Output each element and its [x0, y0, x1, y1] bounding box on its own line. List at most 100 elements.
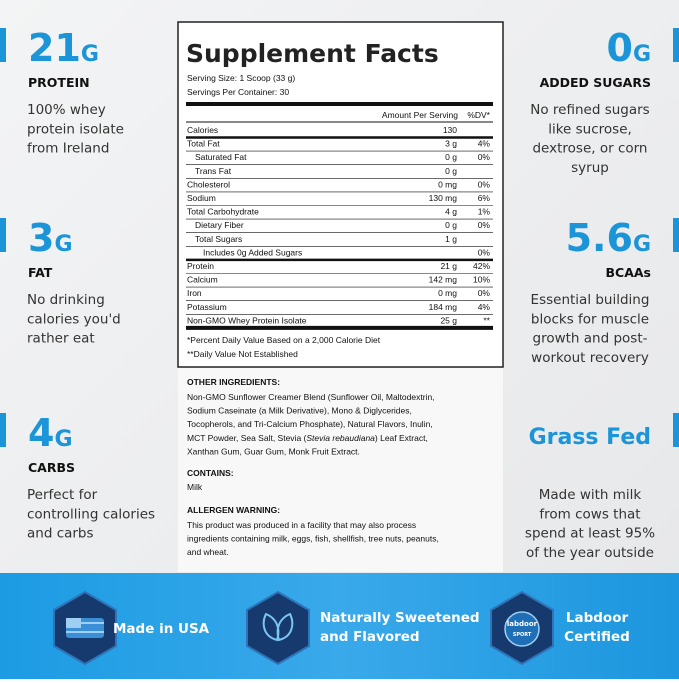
stat-description: spend at least 95%	[525, 526, 655, 542]
nutrient-amount: 0 mg	[438, 288, 457, 298]
accent-bar	[0, 28, 6, 62]
nutrient-name: Total Carbohydrate	[187, 207, 259, 217]
stat-description: Essential building	[531, 292, 650, 308]
contains: Milk	[187, 482, 203, 492]
badge-label: Made in USA	[113, 621, 210, 637]
allergen-line: ingredients containing milk, eggs, fish,…	[187, 534, 439, 544]
nutrient-name: Total Sugars	[195, 234, 242, 244]
nutrient-name: Saturated Fat	[195, 152, 247, 162]
ingredients-line: Tocopherols, and Tri-Calcium Phosphate),…	[187, 419, 433, 429]
badge-icon-text: SPORT	[513, 632, 532, 638]
nutrient-amount: 3 g	[445, 139, 457, 149]
ingredients-line: Non-GMO Sunflower Creamer Blend (Sunflow…	[187, 392, 435, 402]
stat-unit: G	[81, 42, 99, 67]
stat-label: BCAAs	[606, 265, 652, 280]
nutrient-dv: 10%	[473, 275, 490, 285]
stat-description: from cows that	[539, 506, 640, 522]
amount-header: Amount Per Serving	[382, 110, 458, 120]
stat-description: 100% whey	[27, 102, 106, 118]
allergen-line: This product was produced in a facility …	[187, 520, 416, 530]
accent-bar	[673, 28, 679, 62]
nutrient-name: Includes 0g Added Sugars	[203, 247, 302, 257]
nutrient-name: Calcium	[187, 275, 218, 285]
nutrient-amount: 130 mg	[429, 193, 458, 203]
nutrient-amount: 25 g	[440, 315, 457, 325]
nutrient-dv: 4%	[478, 302, 491, 312]
nutrient-amount: 0 mg	[438, 179, 457, 189]
stat-value: 4G	[28, 411, 73, 455]
badge-label: and Flavored	[320, 629, 420, 645]
footnote: *Percent Daily Value Based on a 2,000 Ca…	[187, 335, 381, 345]
stat-number: 5.6	[566, 216, 633, 260]
stat-label: CARBS	[28, 460, 75, 475]
dv-header: %DV*	[467, 110, 490, 120]
nutrient-dv: **	[483, 315, 490, 325]
stat-description: protein isolate	[27, 121, 124, 137]
nutrient-amount: 4 g	[445, 207, 457, 217]
nutrient-name: Calories	[187, 125, 218, 135]
nutrient-amount: 0 g	[445, 152, 457, 162]
facts-panel	[177, 21, 504, 368]
badge-leaf-icon	[246, 590, 310, 666]
nutrient-dv: 0%	[478, 247, 491, 257]
stat-label: PROTEIN	[28, 75, 90, 90]
nutrient-amount: 21 g	[440, 261, 457, 271]
stat-headline: Grass Fed	[529, 425, 651, 450]
stat-value: 3G	[28, 216, 73, 260]
nutrient-dv: 0%	[478, 220, 491, 230]
nutrient-dv: 0%	[478, 152, 491, 162]
nutrient-amount: 130	[443, 125, 457, 135]
stat-description: calories you'd	[27, 311, 121, 327]
ingredients-heading: OTHER INGREDIENTS:	[187, 377, 280, 387]
ingredients-text: Sodium Caseinate (a Milk Derivative), Mo…	[187, 406, 412, 416]
nutrient-name: Protein	[187, 261, 214, 271]
stat-unit: G	[54, 427, 72, 452]
servings: Servings Per Container: 30	[187, 87, 289, 97]
stat-description: growth and post-	[533, 331, 648, 347]
stat-label: ADDED SUGARS	[540, 75, 651, 90]
stat-description: No refined sugars	[530, 102, 649, 118]
stat-description: and carbs	[27, 526, 94, 542]
allergen-line: and wheat.	[187, 547, 229, 557]
nutrient-name: Dietary Fiber	[195, 220, 244, 230]
nutrient-name: Trans Fat	[195, 166, 232, 176]
badge-usa-icon	[53, 590, 117, 666]
nutrient-dv: 0%	[478, 179, 491, 189]
nutrient-name: Total Fat	[187, 139, 220, 149]
nutrient-amount: 142 mg	[429, 275, 458, 285]
stat-description: syrup	[571, 160, 609, 176]
stat-description: dextrose, or corn	[532, 141, 647, 157]
facts-title: Supplement Facts	[186, 39, 439, 68]
stat-unit: G	[54, 232, 72, 257]
stat-number: 0	[606, 26, 632, 70]
stat-description: No drinking	[27, 292, 105, 308]
stat-description: blocks for muscle	[531, 311, 649, 327]
nutrient-name: Iron	[187, 288, 202, 298]
stat-number: 21	[28, 26, 81, 70]
nutrient-amount: 1 g	[445, 234, 457, 244]
nutrient-amount: 0 g	[445, 220, 457, 230]
ingredients-text: MCT Powder, Sea Salt, Stevia (	[187, 433, 307, 443]
nutrient-amount: 0 g	[445, 166, 457, 176]
stat-description: of the year outside	[526, 545, 654, 561]
ingredients-line: Sodium Caseinate (a Milk Derivative), Mo…	[187, 406, 412, 416]
footnote: **Daily Value Not Established	[187, 349, 298, 359]
nutrient-name: Non-GMO Whey Protein Isolate	[187, 315, 307, 325]
ingredients-panel	[178, 368, 503, 572]
stat-description: Made with milk	[539, 487, 642, 503]
nutrient-name: Sodium	[187, 193, 216, 203]
nutrient-name: Cholesterol	[187, 179, 230, 189]
ingredients-line: Xanthan Gum, Guar Gum, Monk Fruit Extrac…	[187, 446, 360, 456]
badge-label: Certified	[564, 629, 630, 645]
contains-heading: CONTAINS:	[187, 468, 234, 478]
badge-icon-text: labdoor	[507, 620, 538, 628]
nutrient-amount: 184 mg	[429, 302, 458, 312]
stat-value: 5.6G	[566, 216, 651, 260]
nutrient-dv: 0%	[478, 288, 491, 298]
badge-label: Naturally Sweetened	[320, 610, 480, 626]
badge-labdoor-icon	[490, 590, 554, 666]
accent-bar	[673, 413, 679, 447]
stat-number: 3	[28, 216, 54, 260]
ingredients-text: Xanthan Gum, Guar Gum, Monk Fruit Extrac…	[187, 446, 360, 456]
